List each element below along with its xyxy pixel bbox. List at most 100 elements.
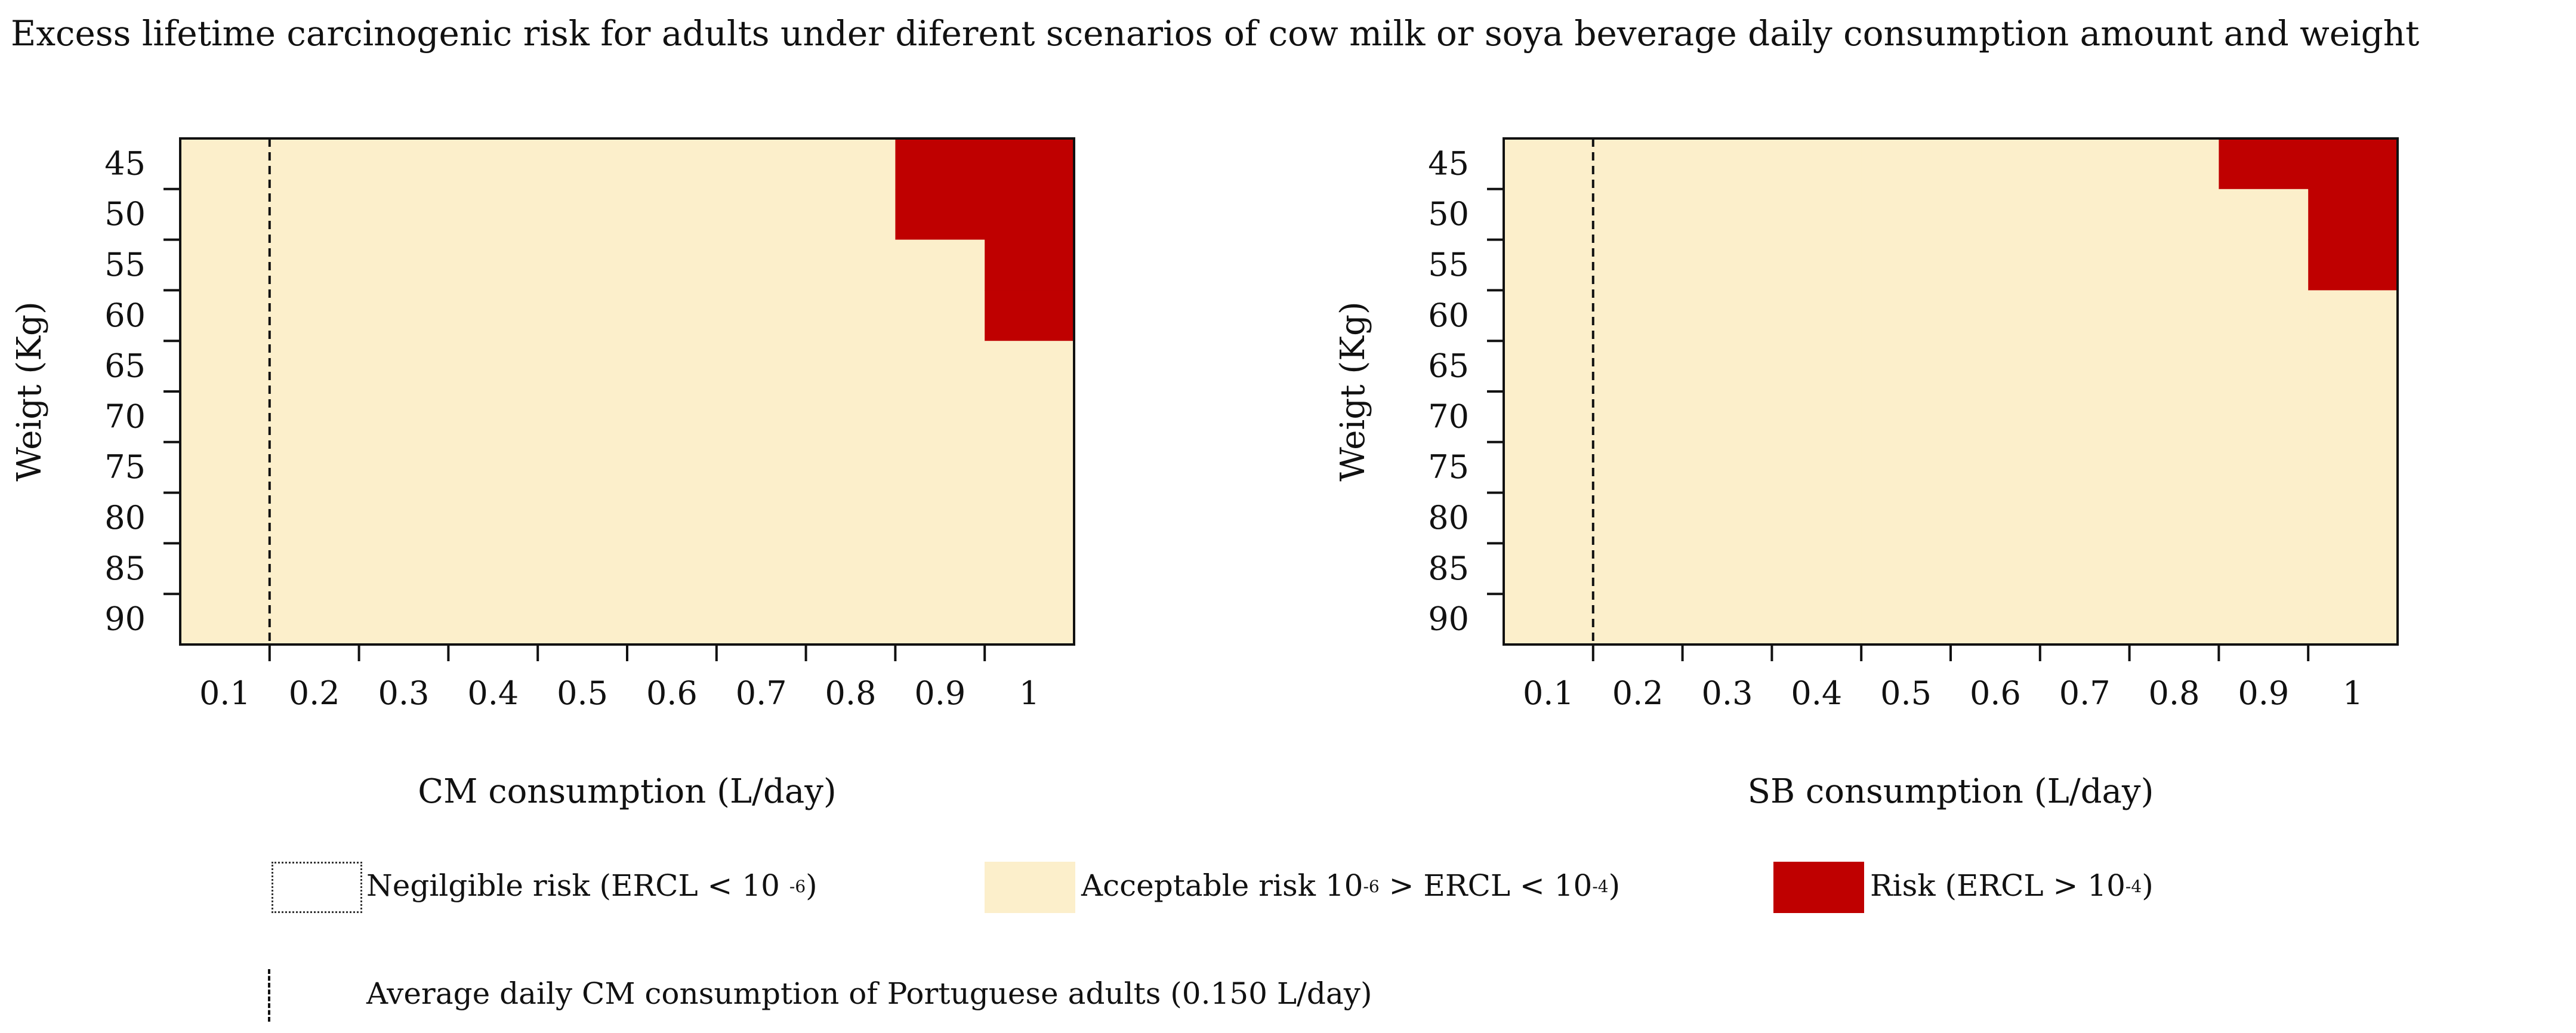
heatmap-cell: [1504, 341, 1594, 392]
heatmap-cell: [1861, 290, 1951, 341]
heatmap-cell: [2040, 391, 2130, 443]
heatmap-cell: [359, 341, 449, 392]
heatmap-cell: [985, 543, 1075, 594]
heatmap-cell: [806, 189, 896, 240]
heatmap-cell: [1504, 391, 1594, 443]
heatmap-cell: [538, 442, 628, 494]
heatmap-cell: [806, 543, 896, 594]
chart-panel-soya-beverage: 0.1 0.2 0.3 0.4 0.5 0.6 0.7 0.8 0.9 1 45 50 55 60 65 70…: [1334, 137, 2399, 811]
heatmap-cell: [806, 442, 896, 494]
heatmap-cell: [2040, 341, 2130, 392]
heatmap-cell: [627, 543, 717, 594]
y-tick-label: 85: [104, 550, 146, 587]
heatmap-cell: [2219, 543, 2309, 594]
heatmap-cell: [2129, 290, 2219, 341]
heatmap-cell: [806, 290, 896, 341]
y-tick-label: 75: [1428, 448, 1469, 486]
heatmap-cell: [716, 189, 807, 240]
heatmap-cell: [2308, 391, 2398, 443]
heatmap-cell: [2040, 594, 2130, 645]
x-tick-label: 0.6: [1970, 674, 2021, 712]
heatmap-cell: [180, 442, 270, 494]
heatmap-cell: [2040, 290, 2130, 341]
heatmap-cell: [1772, 442, 1862, 494]
heatmap-cell: [985, 138, 1075, 190]
heatmap-cell: [1504, 543, 1594, 594]
heatmap-cell: [2219, 138, 2309, 190]
heatmap-cell: [985, 239, 1075, 291]
heatmap-cell: [627, 391, 717, 443]
heatmap-cell: [269, 442, 360, 494]
heatmap-cell: [359, 594, 449, 645]
heatmap-cell: [448, 341, 538, 392]
heatmap-cell: [359, 290, 449, 341]
heatmap-cell: [359, 189, 449, 240]
heatmap-cell: [2219, 239, 2309, 291]
y-axis-title: Weigt (Kg): [1334, 301, 1372, 482]
heatmap-cell: [1504, 239, 1594, 291]
x-tick-label: 0.8: [2149, 674, 2200, 712]
y-tick-label: 65: [1428, 347, 1469, 385]
heatmap-cell: [359, 543, 449, 594]
heatmap-cell: [1772, 341, 1862, 392]
heatmap-cell: [2219, 492, 2309, 544]
heatmap-cell: [1593, 391, 1683, 443]
heatmap-cell: [2040, 239, 2130, 291]
heatmap-cell: [806, 391, 896, 443]
x-tick-label: 0.4: [467, 674, 519, 712]
heatmap-cell: [2040, 492, 2130, 544]
heatmap-cell: [1593, 138, 1683, 190]
heatmap-cell: [1861, 189, 1951, 240]
heatmap-cell: [269, 543, 360, 594]
figure-title: Excess lifetime carcinogenic risk for ad…: [11, 13, 2420, 54]
heatmap-cell: [716, 341, 807, 392]
x-tick-label: 0.1: [199, 674, 251, 712]
heatmap-cell: [2308, 189, 2398, 240]
heatmap-cell: [1504, 492, 1594, 544]
heatmap-cell: [1504, 442, 1594, 494]
x-tick-label: 0.9: [914, 674, 965, 712]
heatmap-cell: [2129, 138, 2219, 190]
heatmap-cell: [1682, 492, 1772, 544]
heatmap-cell: [2129, 341, 2219, 392]
x-tick-label: 0.5: [1880, 674, 1932, 712]
heatmap-cell: [627, 239, 717, 291]
heatmap-cell: [2040, 442, 2130, 494]
heatmap-cell: [2040, 189, 2130, 240]
x-tick-label: 0.7: [736, 674, 787, 712]
x-tick-label: 0.8: [825, 674, 877, 712]
heatmap-cell: [180, 543, 270, 594]
heatmap-cell: [895, 341, 985, 392]
y-tick-label: 70: [1428, 397, 1469, 435]
heatmap-cell: [538, 239, 628, 291]
heatmap-cell: [1593, 341, 1683, 392]
heatmap-cell: [716, 239, 807, 291]
heatmap-cell: [2308, 239, 2398, 291]
heatmap-cell: [269, 594, 360, 645]
heatmap-cell: [716, 594, 807, 645]
heatmap-cell: [180, 341, 270, 392]
heatmap-cell: [2308, 341, 2398, 392]
legend-acceptable-swatch: [985, 862, 1075, 913]
heatmap-cell: [1682, 543, 1772, 594]
heatmap-cell: [448, 138, 538, 190]
heatmap-cell: [1682, 138, 1772, 190]
heatmap-cell: [359, 492, 449, 544]
heatmap-cell: [806, 138, 896, 190]
heatmap-cell: [1682, 239, 1772, 291]
heatmap-cell: [448, 594, 538, 645]
heatmap-cell: [716, 492, 807, 544]
heatmap-cell: [1951, 239, 2041, 291]
heatmap-cell: [180, 138, 270, 190]
x-tick-label: 0.3: [378, 674, 430, 712]
heatmap-cell: [538, 290, 628, 341]
heatmap-cell: [448, 239, 538, 291]
legend-average-label: Average daily CM consumption of Portugue…: [366, 976, 1372, 1011]
heatmap-cell: [1772, 391, 1862, 443]
heatmap-cell: [538, 391, 628, 443]
heatmap-cell: [180, 290, 270, 341]
heatmap-cell: [1772, 189, 1862, 240]
heatmap-cell: [448, 189, 538, 240]
heatmap-cell: [538, 492, 628, 544]
heatmap-cell: [627, 290, 717, 341]
